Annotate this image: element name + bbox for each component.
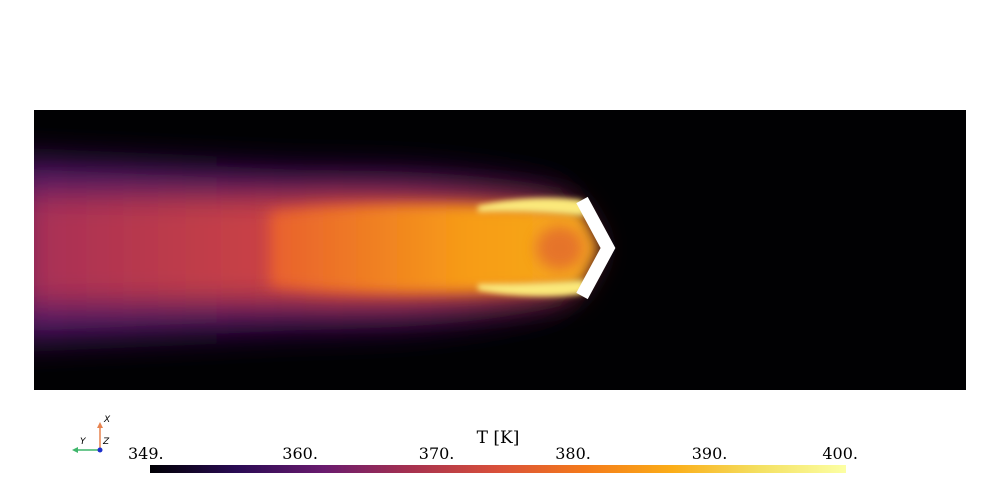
scalar-bar-tick-label: 400. (822, 444, 858, 463)
plume-core (270, 204, 598, 293)
scalar-bar-tick-label: 360. (282, 444, 318, 463)
scalar-bar-tick-label: 390. (692, 444, 728, 463)
temperature-field (34, 110, 966, 390)
hot-streak-bottom (478, 280, 586, 297)
flame-holder-obstacle (576, 196, 616, 300)
z-axis-dot (97, 447, 103, 453)
scalar-bar[interactable]: T [K] 349. 360. 370. 380. 390. 400. (128, 428, 858, 473)
y-axis-arrowhead (72, 447, 78, 453)
y-axis-label: Y (80, 437, 87, 447)
hot-streak-top (478, 198, 586, 216)
orientation-axes: X Y Z (72, 415, 111, 453)
scalar-bar-tick-label: 380. (555, 444, 591, 463)
x-axis-label: X (103, 415, 111, 425)
plume-inner-cool (536, 226, 584, 270)
scalar-bar-ticks: 349. 360. 370. 380. 390. 400. (128, 444, 858, 463)
scalar-bar-gradient (150, 465, 846, 473)
x-axis-arrowhead (97, 422, 103, 428)
scalar-bar-tick-label: 370. (419, 444, 455, 463)
scalar-bar-title: T [K] (477, 428, 520, 448)
z-axis-label: Z (102, 437, 110, 447)
scalar-bar-tick-label: 349. (128, 444, 164, 463)
